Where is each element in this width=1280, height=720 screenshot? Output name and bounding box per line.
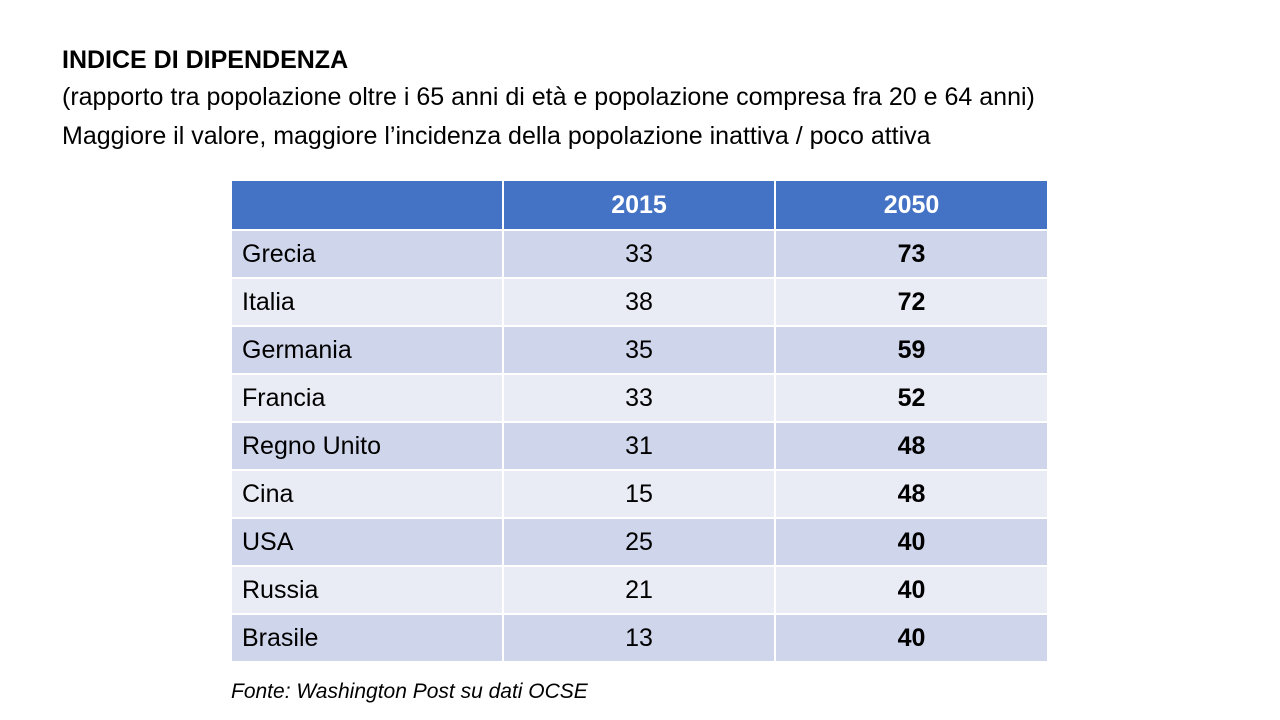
value-2050-cell: 72 xyxy=(774,277,1049,327)
country-cell: Cina xyxy=(230,469,504,519)
page-title: INDICE DI DIPENDENZA xyxy=(62,46,349,74)
value-2050-cell: 73 xyxy=(774,229,1049,279)
table-row: Regno Unito 31 48 xyxy=(230,421,1049,471)
value-2050-cell: 48 xyxy=(774,421,1049,471)
table-row: Francia 33 52 xyxy=(230,373,1049,423)
table-row: Russia 21 40 xyxy=(230,565,1049,615)
table-row: Grecia 33 73 xyxy=(230,229,1049,279)
subtitle-definition: (rapporto tra popolazione oltre i 65 ann… xyxy=(62,83,1035,111)
country-cell: Brasile xyxy=(230,613,504,663)
country-cell: Francia xyxy=(230,373,504,423)
country-cell: USA xyxy=(230,517,504,567)
subtitle-explanation: Maggiore il valore, maggiore l’incidenza… xyxy=(62,122,931,150)
value-2015-cell: 21 xyxy=(502,565,776,615)
table-header-row: 2015 2050 xyxy=(230,179,1049,231)
value-2015-cell: 33 xyxy=(502,229,776,279)
value-2015-cell: 15 xyxy=(502,469,776,519)
value-2050-cell: 40 xyxy=(774,517,1049,567)
table-row: Germania 35 59 xyxy=(230,325,1049,375)
table-row: USA 25 40 xyxy=(230,517,1049,567)
value-2015-cell: 35 xyxy=(502,325,776,375)
source-note: Fonte: Washington Post su dati OCSE xyxy=(231,680,588,703)
country-cell: Grecia xyxy=(230,229,504,279)
column-header-2050: 2050 xyxy=(774,179,1049,231)
country-cell: Russia xyxy=(230,565,504,615)
value-2050-cell: 48 xyxy=(774,469,1049,519)
value-2015-cell: 13 xyxy=(502,613,776,663)
value-2015-cell: 38 xyxy=(502,277,776,327)
table-row: Italia 38 72 xyxy=(230,277,1049,327)
value-2050-cell: 59 xyxy=(774,325,1049,375)
column-header-2015: 2015 xyxy=(502,179,776,231)
value-2015-cell: 25 xyxy=(502,517,776,567)
country-cell: Italia xyxy=(230,277,504,327)
country-cell: Germania xyxy=(230,325,504,375)
dependency-index-table: 2015 2050 Grecia 33 73 Italia 38 72 Germ… xyxy=(230,179,1049,663)
value-2015-cell: 31 xyxy=(502,421,776,471)
value-2015-cell: 33 xyxy=(502,373,776,423)
title-block: INDICE DI DIPENDENZA (rapporto tra popol… xyxy=(62,42,1242,156)
country-cell: Regno Unito xyxy=(230,421,504,471)
table-row: Cina 15 48 xyxy=(230,469,1049,519)
value-2050-cell: 40 xyxy=(774,565,1049,615)
table-row: Brasile 13 40 xyxy=(230,613,1049,663)
column-header-country xyxy=(230,179,504,231)
value-2050-cell: 40 xyxy=(774,613,1049,663)
value-2050-cell: 52 xyxy=(774,373,1049,423)
